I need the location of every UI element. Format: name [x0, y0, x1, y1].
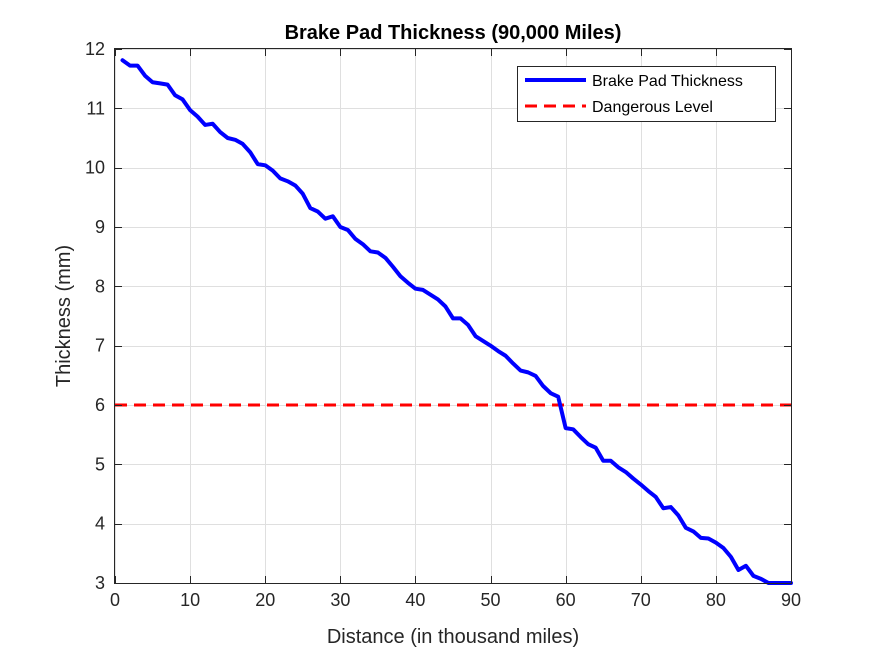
brake-pad-thickness-line	[120, 58, 793, 585]
y-tick-label: 12	[85, 39, 105, 59]
x-tick-label: 10	[180, 590, 200, 610]
plot-area-frame	[114, 48, 792, 584]
x-tick-label: 60	[556, 590, 576, 610]
x-tick-label: 70	[631, 590, 651, 610]
x-tick-label: 0	[110, 590, 120, 610]
legend-label-dangerous-level: Dangerous Level	[592, 99, 713, 116]
x-tick-label: 40	[405, 590, 425, 610]
x-tick-label: 80	[706, 590, 726, 610]
x-tick-label: 90	[781, 590, 801, 610]
x-tick-label: 30	[330, 590, 350, 610]
chart-title: Brake Pad Thickness (90,000 Miles)	[285, 22, 622, 44]
legend-box	[517, 66, 776, 122]
y-tick-label: 8	[95, 276, 105, 296]
y-tick-label: 11	[86, 98, 105, 118]
legend: Brake Pad Thickness Dangerous Level	[517, 66, 776, 122]
y-tick-label: 6	[95, 395, 105, 415]
y-axis-label: Thickness (mm)	[53, 245, 75, 387]
y-tick-label: 10	[85, 158, 105, 178]
legend-label-brake-pad-thickness: Brake Pad Thickness	[592, 73, 743, 90]
y-tick-label: 4	[95, 514, 105, 534]
x-tick-label: 20	[255, 590, 275, 610]
x-axis-label: Distance (in thousand miles)	[327, 626, 579, 648]
ticks: 0 10 20 30 40 50 60 70 80 90 3 4 5 6 7 8 9 10 11 12	[85, 39, 801, 610]
y-tick-label: 7	[95, 336, 105, 356]
y-tick-label: 5	[95, 454, 105, 474]
x-tick-label: 50	[481, 590, 501, 610]
y-tick-label: 9	[95, 217, 105, 237]
series-layer	[115, 58, 793, 585]
y-tick-label: 3	[95, 573, 105, 593]
